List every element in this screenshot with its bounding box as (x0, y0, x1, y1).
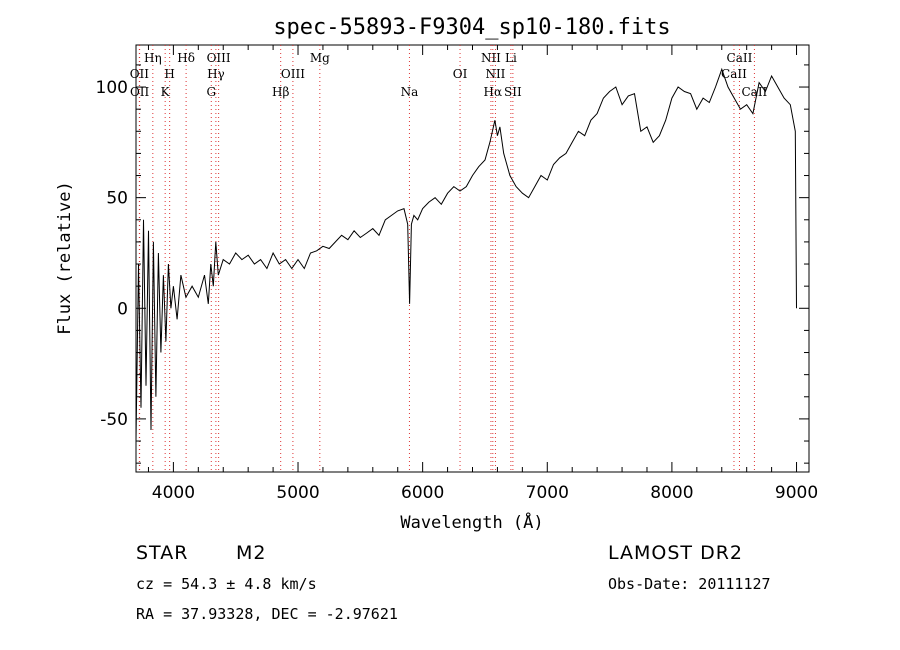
y-tick-label: 100 (96, 78, 128, 98)
spectral-line-label: Na (401, 85, 419, 99)
spectral-line-label: NII (481, 51, 501, 65)
spectral-line-label: Li (505, 51, 517, 65)
spectral-line-label: Hδ (177, 51, 195, 65)
y-tick-label: -50 (100, 410, 128, 430)
x-tick-label: 6000 (401, 483, 444, 503)
x-tick-label: 8000 (650, 483, 693, 503)
spectral-line-label: CaII (727, 51, 753, 65)
x-tick-label: 4000 (152, 483, 195, 503)
spectral-line-label: SII (504, 85, 522, 99)
x-axis-label: Wavelength (Å) (400, 511, 543, 533)
spectral-line-markers (138, 45, 755, 472)
chart-title: spec-55893-F9304_sp10-180.fits (273, 15, 670, 40)
object-type: STAR (136, 542, 189, 564)
x-tick-label: 5000 (276, 483, 319, 503)
x-tick-label: 9000 (775, 483, 818, 503)
spectral-line-label: K (161, 85, 171, 99)
y-tick-label: 0 (117, 299, 128, 319)
redshift-velocity: cz = 54.3 ± 4.8 km/s (136, 575, 317, 593)
plot-frame (135, 44, 810, 473)
spectral-line-label: CaII (721, 67, 747, 81)
spectral-line-label: Hη (144, 51, 162, 65)
spectral-line-label: OI (453, 67, 468, 81)
spectral-line-label: OII (130, 67, 150, 81)
spectral-line-label: CaII (741, 85, 767, 99)
x-tick-label: 7000 (526, 483, 569, 503)
spectral-line-label: H (164, 67, 174, 81)
spectral-line-label: OIII (281, 67, 305, 81)
y-axis-label: Flux (relative) (55, 181, 75, 335)
observation-date: Obs-Date: 20111127 (608, 575, 771, 593)
y-tick-label: 50 (106, 189, 128, 209)
spectrum-line (135, 67, 797, 442)
spectral-line-label: OIII (207, 51, 231, 65)
y-axis-ticks: -50 0 50 100 (96, 64, 809, 464)
survey-name: LAMOST DR2 (608, 542, 743, 564)
x-axis-ticks: 4000 5000 6000 7000 8000 9000 (147, 45, 818, 503)
spectral-line-label: Hβ (272, 85, 289, 99)
spectral-line-label: Hγ (207, 67, 225, 81)
spectral-line-label: Hα (484, 85, 503, 99)
coordinates: RA = 37.93328, DEC = -2.97621 (136, 605, 398, 623)
spectral-line-label: Mg (310, 51, 330, 65)
spectral-line-label: G (206, 85, 216, 99)
object-subclass: M2 (236, 542, 267, 564)
spectral-line-label: OII (130, 85, 150, 99)
spectral-line-label: NII (485, 67, 505, 81)
